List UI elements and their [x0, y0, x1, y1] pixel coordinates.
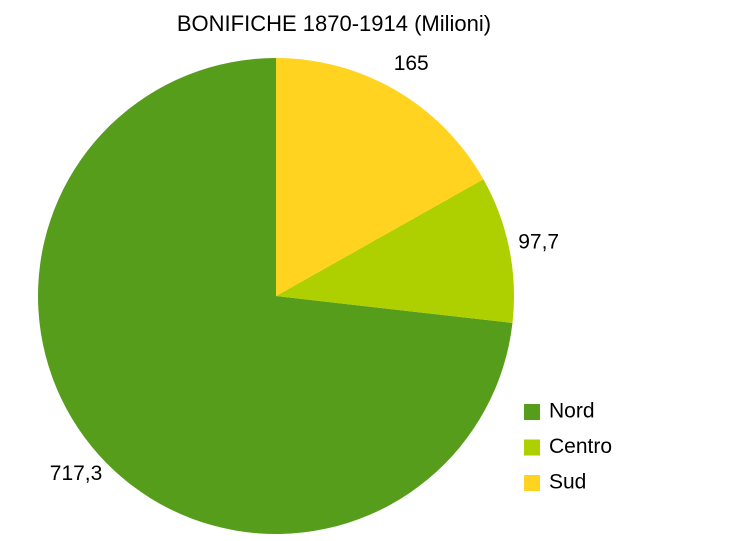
pie-slice — [37, 58, 513, 534]
legend-label: Centro — [549, 435, 612, 458]
chart-title: BONIFICHE 1870-1914 (Milioni) — [177, 11, 491, 36]
pie-slice — [276, 179, 514, 323]
data-label: 165 — [394, 52, 429, 75]
data-label: 97,7 — [518, 230, 559, 253]
data-label: 717,3 — [50, 462, 103, 485]
pie-slice — [276, 58, 484, 296]
legend-label: Sud — [549, 471, 586, 494]
legend-label: Nord — [549, 400, 595, 423]
legend-swatch — [524, 439, 540, 456]
legend-swatch — [524, 404, 540, 420]
legend-swatch — [524, 475, 540, 491]
